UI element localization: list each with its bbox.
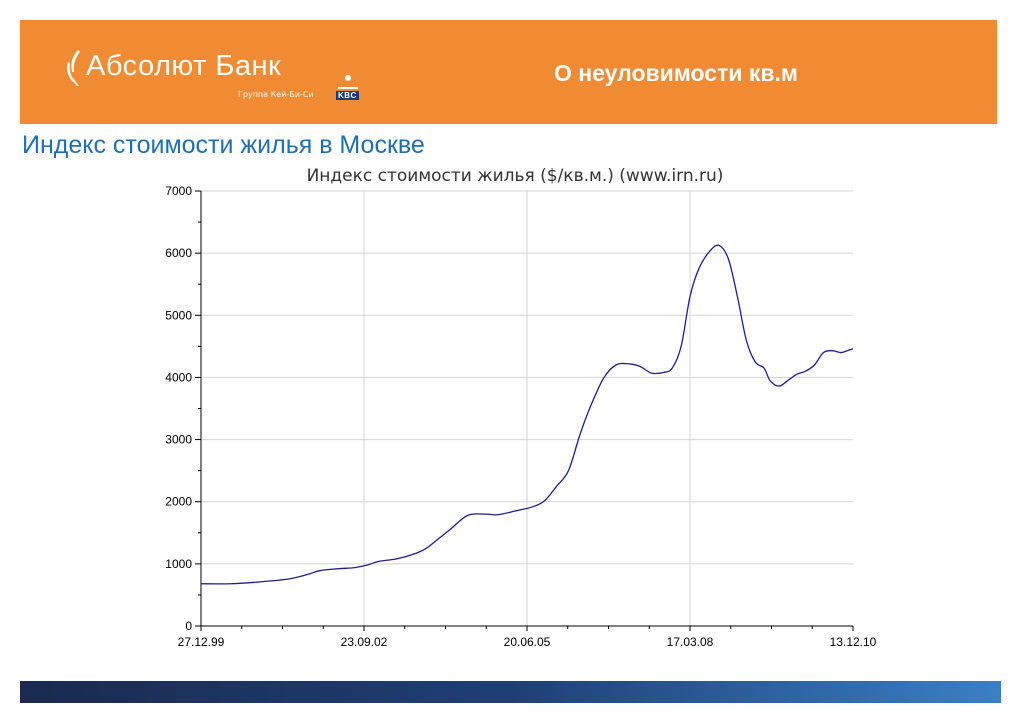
- logo-subtext: Группа Кей-Би-Си: [238, 90, 314, 99]
- y-tick-label: 1000: [165, 557, 192, 571]
- y-tick-labels: 0 1000 2000 3000 4000 5000 6000 7000: [165, 184, 192, 633]
- y-tick-label: 6000: [165, 246, 192, 260]
- page-title: Индекс стоимости жилья в Москве: [22, 131, 425, 159]
- logo-text: Абсолют Банк: [86, 50, 282, 82]
- y-tick-label: 5000: [165, 308, 192, 322]
- x-tick-label: 20.06.05: [504, 635, 551, 649]
- x-tick-label: 27.12.99: [178, 635, 225, 649]
- leaf-logo-icon: [67, 50, 80, 86]
- price-index-line: [200, 244, 854, 585]
- y-tick-label: 3000: [165, 433, 192, 447]
- slide-header-title: О неуловимости кв.м: [554, 60, 798, 86]
- kbc-figure-icon: [338, 75, 358, 89]
- footer-band: [20, 681, 1001, 703]
- bank-logo: Абсолют Банк Группа Кей-Би-Си KBC: [64, 46, 364, 102]
- chart-title: Индекс стоимости жилья ($/кв.м.) (www.ir…: [307, 166, 724, 186]
- x-tick-label: 17.03.08: [667, 635, 714, 649]
- x-tick-label: 13.12.10: [830, 635, 877, 649]
- y-tick-label: 7000: [165, 184, 192, 198]
- x-tick-label: 23.09.02: [341, 635, 388, 649]
- y-tick-label: 0: [185, 619, 192, 633]
- header-band: Абсолют Банк Группа Кей-Би-Си KBC О неул…: [20, 20, 997, 124]
- chart-axes: [195, 190, 854, 631]
- x-tick-labels: 27.12.99 23.09.02 20.06.05 17.03.08 13.12.10: [178, 635, 877, 649]
- chart-gridlines: [201, 190, 853, 626]
- kbc-badge: KBC: [336, 91, 359, 100]
- y-tick-label: 4000: [165, 370, 192, 384]
- y-tick-label: 2000: [165, 495, 192, 509]
